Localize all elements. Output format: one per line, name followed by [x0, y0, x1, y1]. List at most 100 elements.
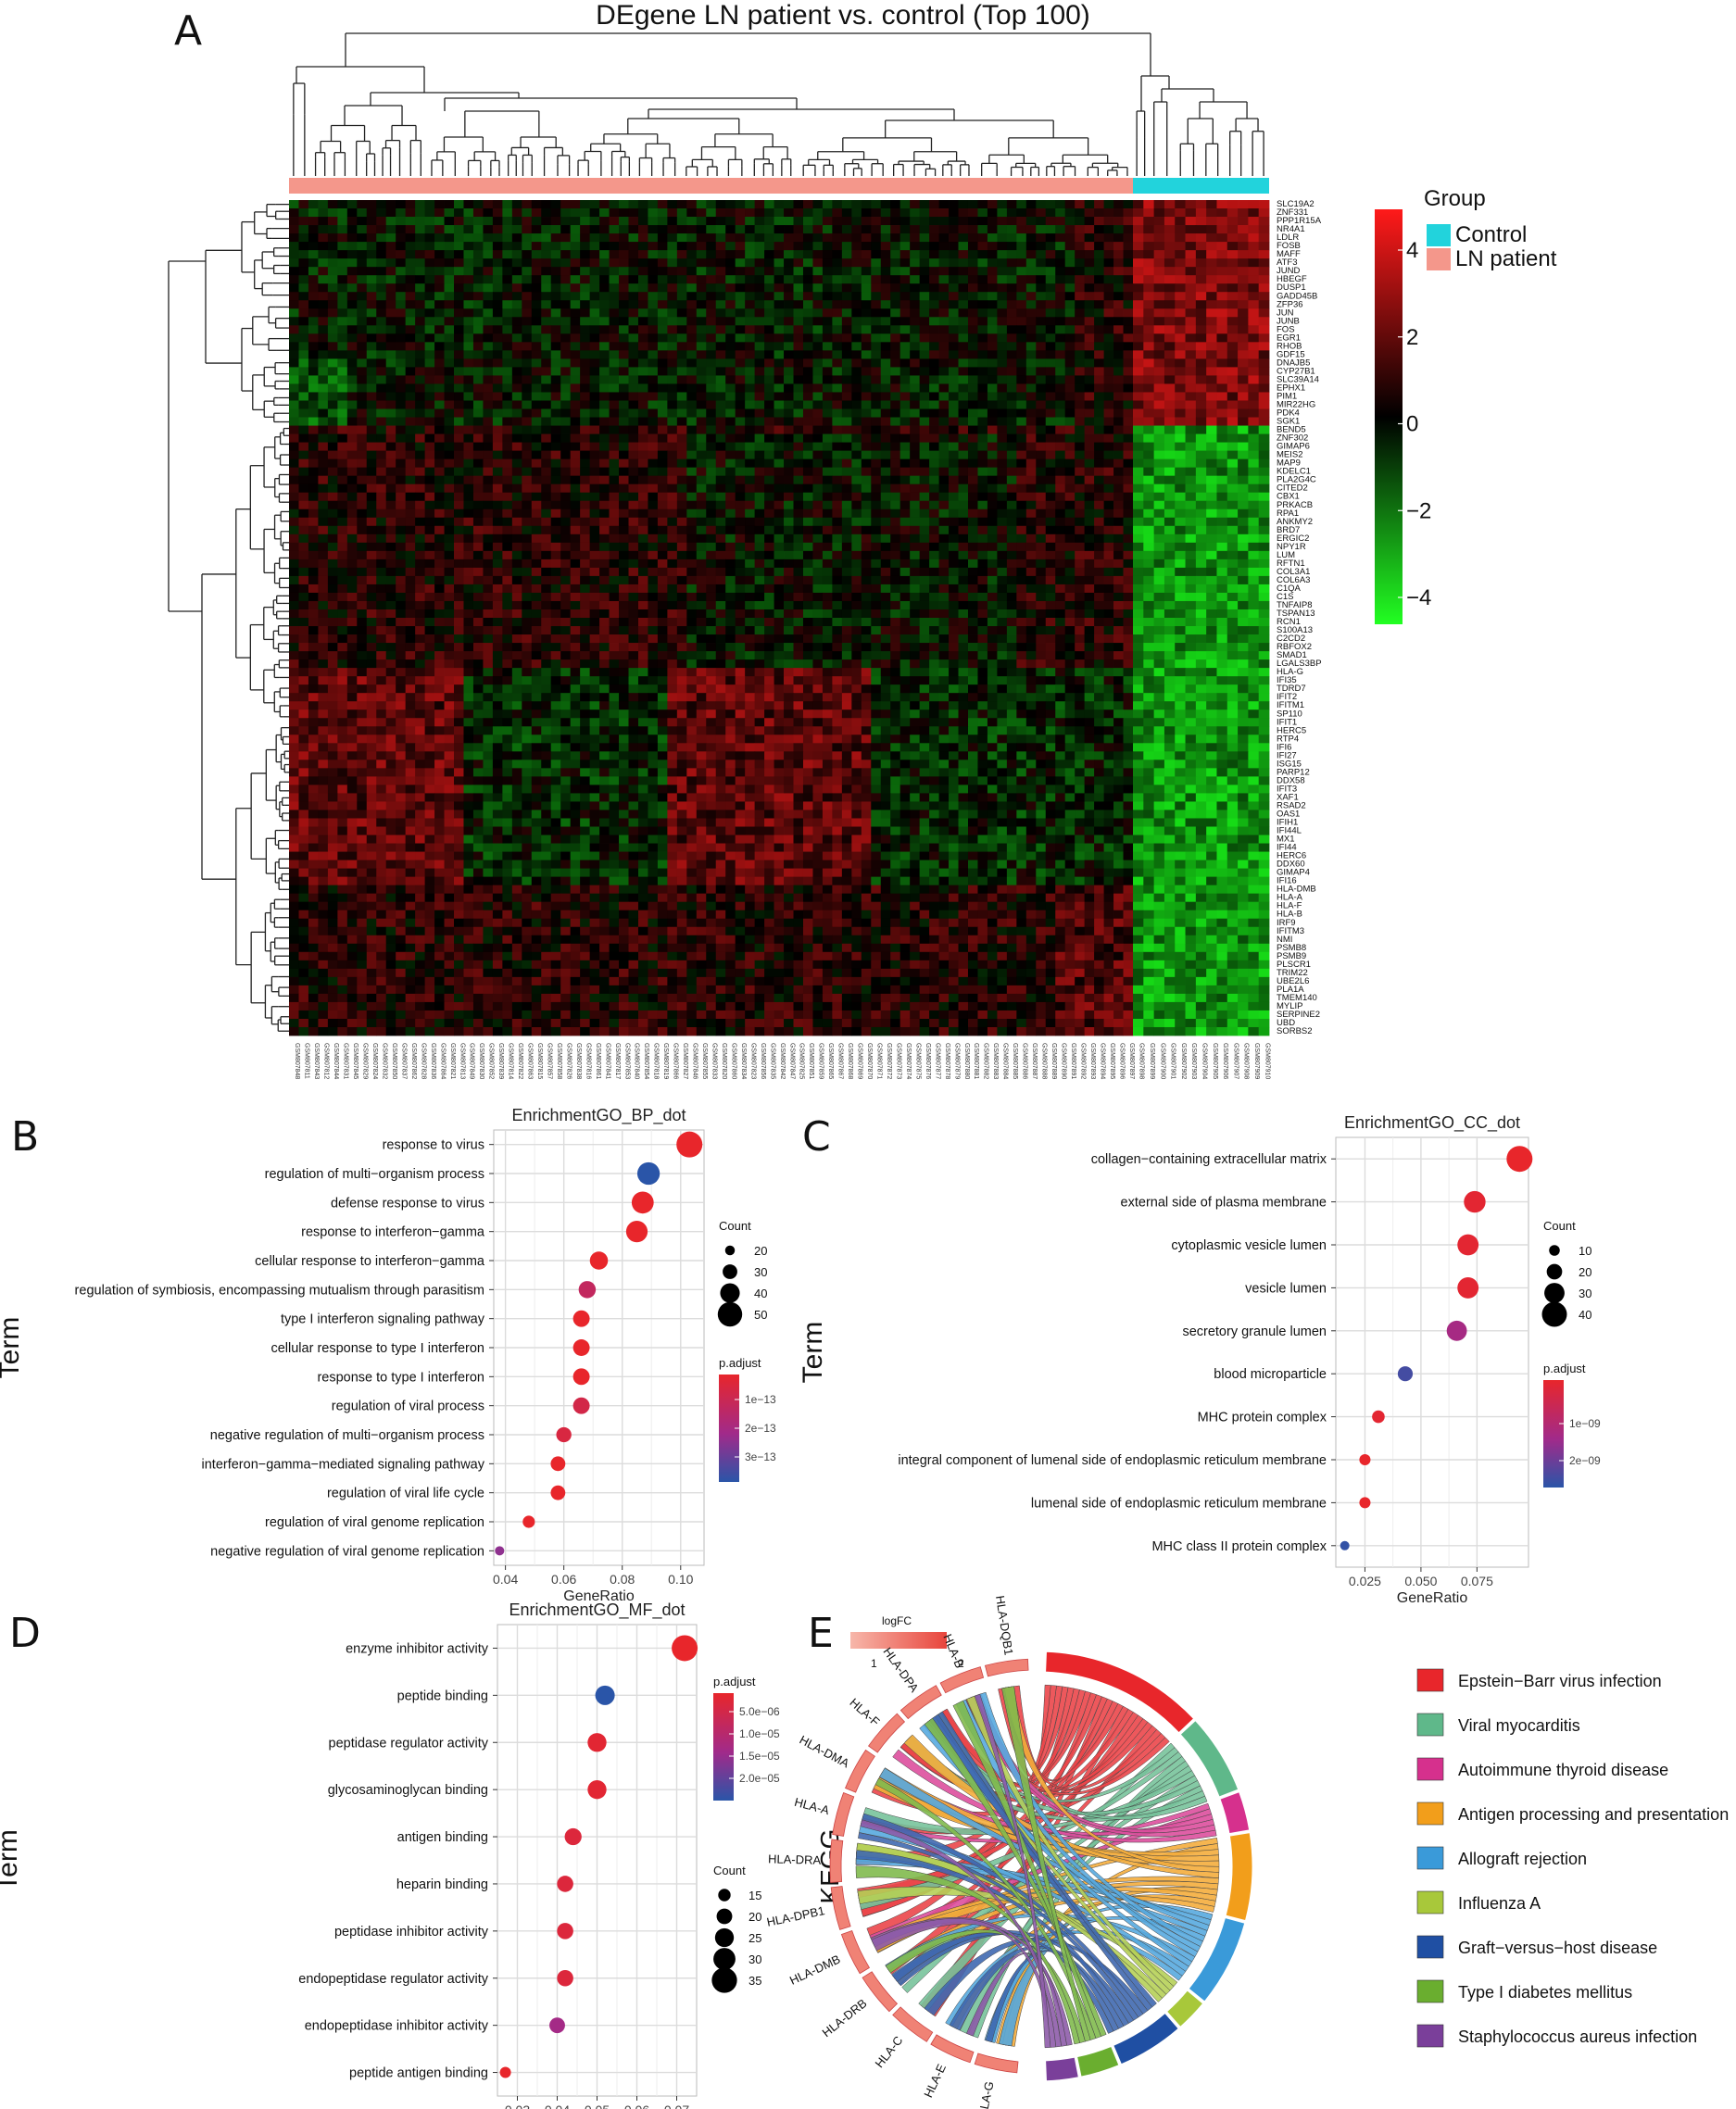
heatmap-cell — [754, 609, 765, 619]
heatmap-cell — [1123, 317, 1134, 326]
heatmap-cell — [949, 392, 959, 401]
heatmap-cell — [977, 408, 988, 418]
heatmap-cell — [589, 425, 600, 434]
heatmap-cell — [910, 400, 921, 409]
heatmap-cell — [346, 450, 358, 460]
heatmap-cell — [725, 333, 736, 343]
heatmap-cell — [1064, 325, 1076, 334]
heatmap-cell — [832, 383, 843, 393]
heatmap-cell — [735, 258, 746, 268]
heatmap-cell — [667, 592, 678, 602]
heatmap-cell — [841, 492, 852, 502]
heatmap-cell — [676, 467, 687, 477]
heatmap-cell — [1064, 333, 1076, 343]
heatmap-cell — [424, 242, 435, 251]
heatmap-cell — [289, 425, 299, 434]
heatmap-cell — [1045, 308, 1056, 318]
heatmap-cell — [784, 559, 794, 569]
heatmap-cell — [910, 475, 921, 485]
heatmap-cell — [725, 475, 736, 485]
heatmap-cell — [1113, 525, 1124, 535]
heatmap-cell — [967, 417, 978, 426]
heatmap-cell — [871, 383, 882, 393]
heatmap-cell — [502, 500, 513, 510]
heatmap-cell — [657, 392, 668, 401]
heatmap-cell — [784, 442, 794, 451]
heatmap-cell — [676, 258, 687, 268]
heatmap-cell — [550, 367, 561, 376]
heatmap-cell — [715, 475, 726, 485]
heatmap-cell — [1084, 317, 1095, 326]
heatmap-cell — [929, 308, 939, 318]
heatmap-cell — [1164, 483, 1176, 494]
heatmap-cell — [1075, 325, 1086, 334]
heatmap-cell — [1216, 458, 1228, 469]
heatmap-cell — [376, 600, 387, 610]
heatmap-cell — [1064, 483, 1076, 494]
heatmap-cell — [550, 208, 561, 218]
heatmap-cell — [822, 534, 833, 544]
heatmap-cell — [812, 600, 824, 610]
heatmap-cell — [1094, 542, 1104, 552]
heatmap-cell — [812, 450, 824, 460]
heatmap-cell — [619, 258, 629, 268]
heatmap-cell — [396, 367, 407, 376]
heatmap-cell — [1055, 317, 1066, 326]
heatmap-cell — [589, 508, 600, 519]
heatmap-cell — [1133, 300, 1144, 309]
heatmap-cell — [1094, 433, 1104, 443]
heatmap-cell — [1025, 417, 1037, 426]
heatmap-cell — [1185, 425, 1197, 434]
heatmap-cell — [1123, 217, 1134, 226]
heatmap-cell — [977, 433, 988, 443]
heatmap-cell — [502, 333, 513, 343]
heatmap-cell — [1016, 517, 1027, 527]
heatmap-cell — [619, 492, 629, 502]
heatmap-cell — [686, 208, 698, 218]
heatmap-cell — [589, 275, 600, 284]
heatmap-cell — [1216, 433, 1228, 443]
heatmap-cell — [434, 300, 445, 309]
heatmap-cell — [405, 408, 416, 418]
heatmap-cell — [1175, 500, 1186, 510]
heatmap-cell — [396, 217, 407, 226]
heatmap-cell — [1153, 467, 1165, 477]
heatmap-cell — [1075, 483, 1086, 494]
heatmap-cell — [958, 200, 969, 209]
heatmap-cell — [1016, 233, 1027, 243]
heatmap-cell — [609, 383, 620, 393]
heatmap-cell — [910, 408, 921, 418]
heatmap-cell — [977, 233, 988, 243]
heatmap-cell — [871, 525, 882, 535]
heatmap-cell — [987, 492, 998, 502]
heatmap-cell — [822, 592, 833, 602]
heatmap-cell — [472, 325, 484, 334]
heatmap-cell — [774, 517, 785, 527]
heatmap-cell — [619, 600, 629, 610]
heatmap-cell — [472, 433, 484, 443]
heatmap-cell — [938, 217, 950, 226]
heatmap-cell — [715, 534, 726, 544]
heatmap-cell — [1055, 584, 1066, 594]
heatmap-cell — [502, 258, 513, 268]
heatmap-cell — [949, 500, 959, 510]
heatmap-cell — [396, 275, 407, 284]
heatmap-cell — [997, 225, 1008, 234]
heatmap-cell — [318, 442, 329, 451]
heatmap-cell — [376, 475, 387, 485]
heatmap-cell — [366, 550, 377, 560]
heatmap-cell — [1258, 250, 1270, 259]
heatmap-cell — [899, 308, 911, 318]
heatmap-cell — [1094, 317, 1104, 326]
heatmap-cell — [745, 550, 756, 560]
heatmap-cell — [570, 208, 581, 218]
heatmap-cell — [861, 400, 872, 409]
heatmap-cell — [851, 450, 862, 460]
heatmap-cell — [511, 550, 522, 560]
heatmap-cell — [1064, 250, 1076, 259]
heatmap-cell — [357, 258, 368, 268]
heatmap-cell — [987, 550, 998, 560]
heatmap-cell — [676, 333, 687, 343]
heatmap-cell — [531, 300, 542, 309]
heatmap-cell — [802, 292, 813, 301]
